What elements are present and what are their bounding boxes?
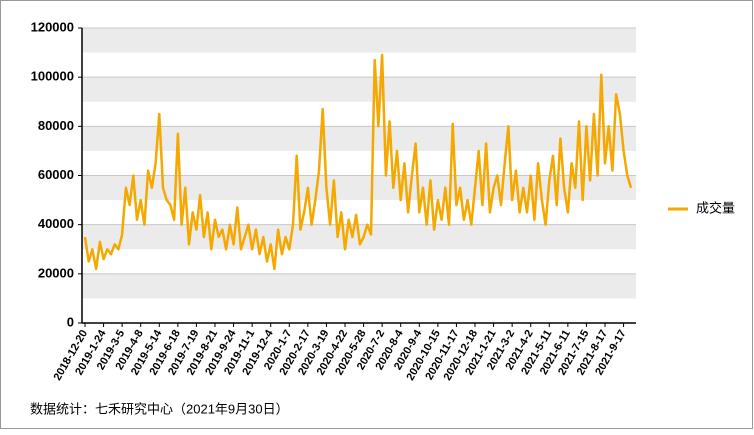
grid-band	[82, 77, 636, 102]
y-tick-label: 40000	[38, 216, 74, 231]
grid-band	[82, 28, 636, 53]
footer: 数据统计：七禾研究中心（2021年9月30日）	[30, 401, 289, 416]
line-series	[83, 53, 633, 271]
y-tick-label: 80000	[38, 118, 74, 133]
y-tick-label: 100000	[31, 69, 74, 84]
y-tick-label: 20000	[38, 265, 74, 280]
legend-label: 成交量	[696, 200, 735, 215]
y-tick-label: 120000	[31, 19, 74, 34]
grid-band	[82, 273, 636, 299]
y-tick-label: 0	[67, 314, 74, 329]
y-tick-label: 60000	[38, 167, 74, 182]
grid-band	[82, 126, 636, 151]
